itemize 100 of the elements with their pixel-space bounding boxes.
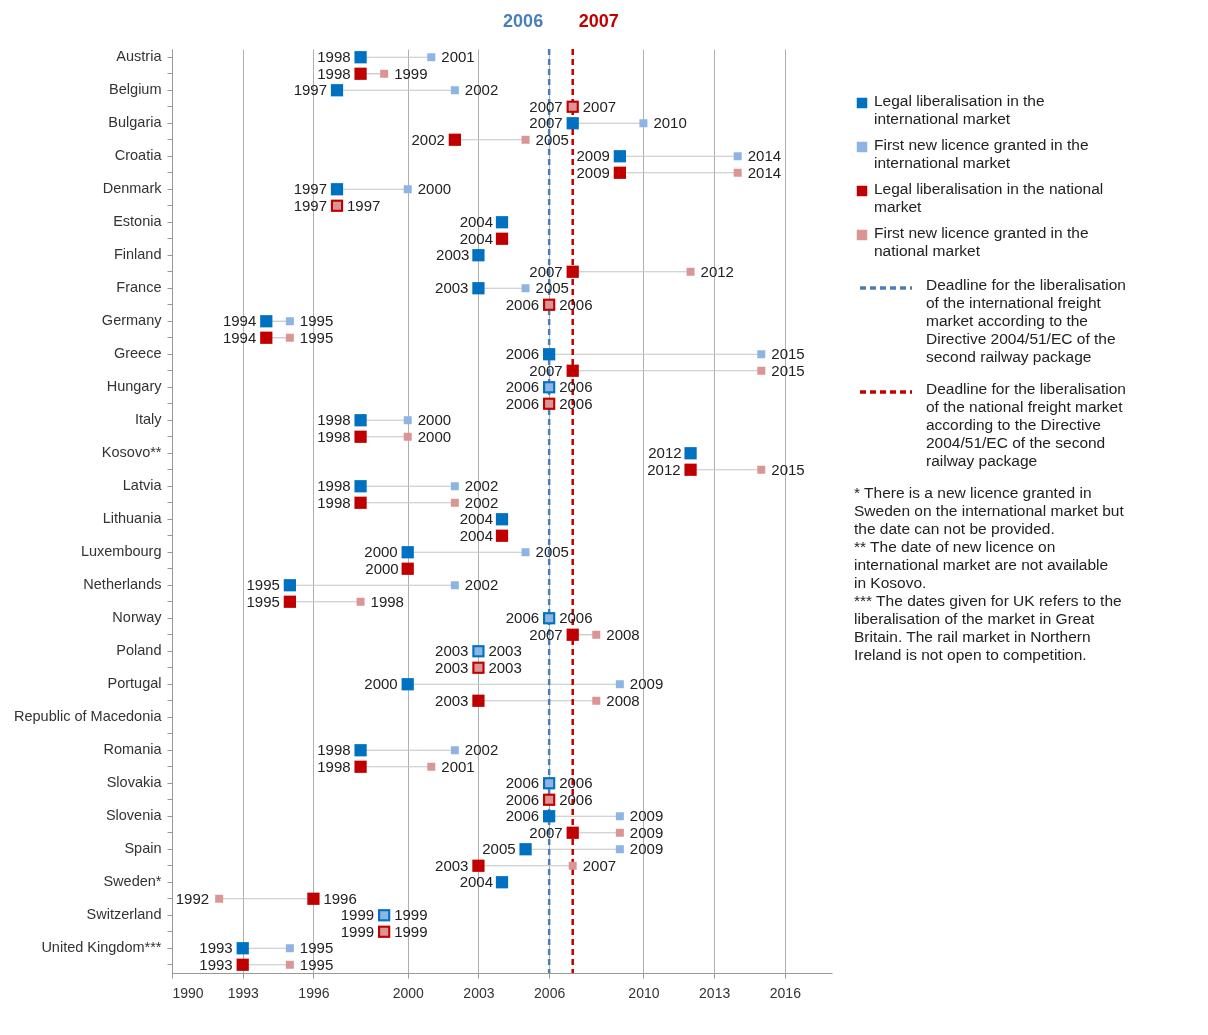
point (472, 694, 485, 707)
data-label: 2006 (505, 295, 540, 313)
point (495, 513, 509, 526)
data-label: 2009 (629, 807, 664, 825)
data-label: 2003 (435, 691, 469, 709)
point (613, 166, 626, 179)
data-label: 1997 (293, 81, 327, 99)
y-tick-label: Latvia (122, 477, 163, 494)
y-tick-label: Finland (113, 246, 162, 263)
data-label: 2009 (576, 147, 610, 165)
point (495, 876, 509, 889)
data-label: 2007 (529, 262, 563, 280)
data-label: 1994 (222, 328, 257, 346)
y-tick-label: Kosovo** (101, 444, 162, 461)
point (285, 960, 294, 969)
point (613, 150, 626, 163)
data-label: 2002 (464, 477, 499, 495)
y-tick-label: Hungary (106, 378, 163, 395)
data-label: 2000 (417, 180, 452, 198)
y-tick-label: Slovenia (105, 807, 163, 824)
y-tick-label: Denmark (102, 180, 163, 197)
point (401, 546, 414, 559)
point (285, 944, 294, 953)
data-label: 2006 (505, 790, 540, 808)
data-label: 2015 (771, 361, 805, 379)
data-label: 2009 (629, 675, 664, 693)
legend-label: Legal liberalisation in the national market (874, 180, 1104, 215)
point (403, 185, 412, 194)
y-tick-label: Sweden* (103, 873, 162, 890)
data-label: 2010 (653, 114, 687, 132)
data-label: 2006 (559, 394, 593, 412)
data-label: 2002 (464, 741, 499, 759)
text: Deadline for the liberalisation of the international freight market according to the Directive 2004/51/EC of the second railway package (926, 276, 1126, 365)
data-label: 2001 (441, 48, 475, 66)
point (521, 284, 530, 293)
data-label: 2012 (647, 460, 681, 478)
text: * There is a new licence granted in Sweden on the international market but the date can not be provided. (854, 484, 1125, 537)
data-label: 2012 (648, 444, 682, 462)
data-label: 2006 (505, 378, 540, 396)
y-tick-label: Lithuania (102, 510, 163, 527)
point (283, 595, 296, 608)
point (450, 581, 459, 590)
data-label: 2007 (582, 856, 617, 874)
y-tick-label: Norway (112, 609, 163, 626)
point (215, 894, 224, 903)
data-label: 2000 (364, 543, 398, 561)
y-tick-label: Spain (124, 840, 162, 857)
data-label: 2006 (559, 609, 593, 627)
data-label: 2009 (576, 163, 610, 181)
point (356, 597, 365, 606)
point (566, 628, 579, 641)
y-tick-label: Netherlands (83, 576, 162, 593)
point (354, 414, 367, 427)
point (285, 317, 294, 326)
point (757, 465, 766, 474)
point (615, 845, 624, 854)
data-label: 2015 (771, 345, 805, 363)
y-tick-label: Italy (134, 411, 163, 428)
data-label: 2004 (459, 510, 493, 528)
y-tick-label: Switzerland (86, 906, 162, 923)
y-tick-label: Croatia (114, 147, 163, 164)
data-label: 2007 (529, 361, 563, 379)
y-tick-label: Bulgaria (108, 114, 163, 131)
point (495, 529, 509, 542)
point (427, 762, 436, 771)
x-tick-label: 2003 (463, 984, 495, 1001)
point (566, 117, 579, 130)
point (733, 152, 742, 161)
data-label: 2006 (505, 807, 540, 825)
data-label: 2006 (505, 345, 540, 363)
data-label: 2005 (535, 543, 569, 561)
data-label: 1999 (340, 906, 375, 924)
point (427, 53, 436, 62)
point (354, 744, 367, 757)
point (330, 183, 344, 196)
data-label: 2003 (488, 642, 522, 660)
point (260, 315, 273, 328)
point (450, 498, 459, 507)
x-tick-label: 1996 (298, 984, 330, 1001)
y-tick-label: Portugal (107, 675, 162, 692)
point (354, 51, 367, 64)
data-label: 1993 (199, 955, 233, 973)
point (403, 416, 412, 425)
x-tick-label: 2006 (534, 984, 566, 1001)
data-label: 2007 (529, 625, 563, 643)
data-label: 1997 (293, 196, 327, 214)
point (236, 942, 249, 955)
x-tick-label: 2016 (769, 984, 802, 1001)
data-label: 2007 (529, 97, 563, 115)
point (450, 86, 459, 95)
data-label: 1998 (317, 411, 351, 429)
point (472, 859, 485, 872)
data-label: 2008 (606, 625, 640, 643)
point (354, 430, 367, 443)
point (543, 810, 556, 823)
data-label: 1999 (394, 906, 428, 924)
data-label: 1995 (299, 955, 334, 973)
point (568, 861, 577, 870)
data-label: 2003 (436, 246, 470, 264)
point (450, 482, 459, 491)
